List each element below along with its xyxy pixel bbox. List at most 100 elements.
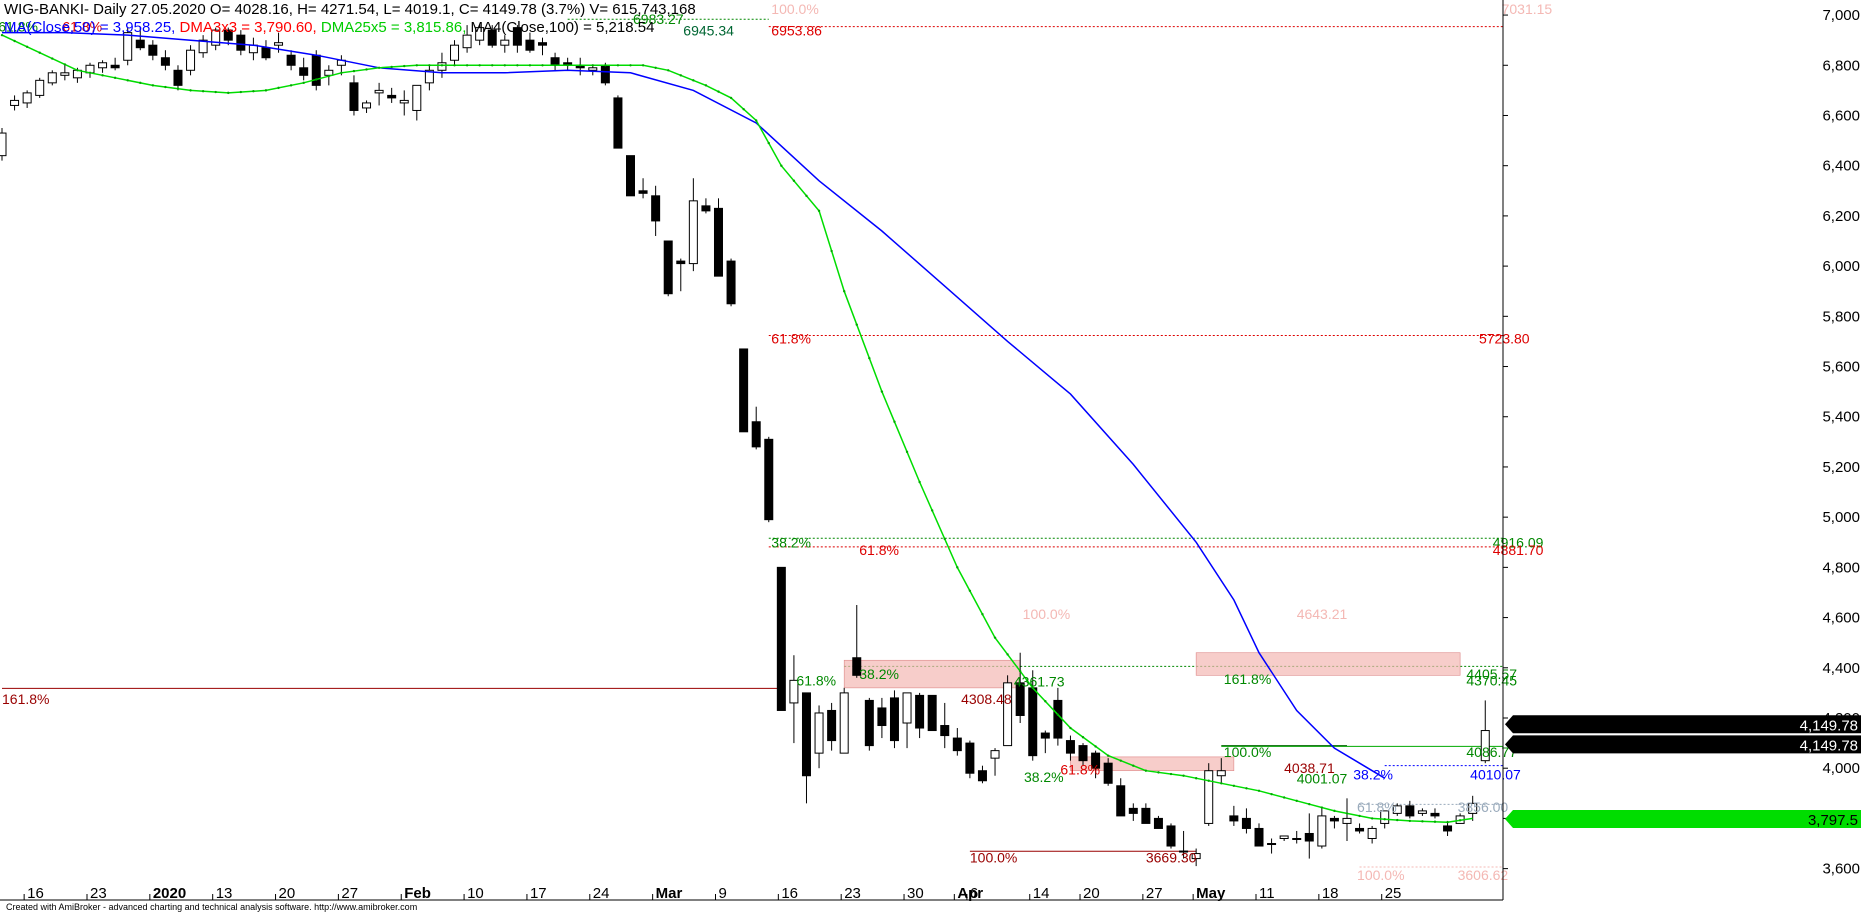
candle-90	[1128, 803, 1138, 821]
candle-body-down	[1028, 687, 1038, 757]
dma25-dot	[692, 79, 695, 82]
annotation-label: 4086.77	[1466, 744, 1517, 760]
candle-body-down	[1128, 807, 1138, 814]
candle-body-down	[236, 34, 246, 51]
candle-body-down	[952, 737, 962, 752]
indicator-1: DMA3x3 = 3,790.60,	[179, 19, 321, 36]
candle-body-up	[10, 99, 20, 106]
candle-body-down	[1053, 699, 1063, 739]
candle-body-up	[22, 92, 32, 104]
dma25-dot	[855, 323, 858, 326]
candle-112	[1405, 800, 1415, 819]
dma25-dot	[1018, 669, 1022, 673]
candle-33	[412, 84, 422, 121]
dma25-dot	[1132, 764, 1135, 767]
dma25-dot	[830, 249, 833, 253]
candle-104	[1304, 813, 1314, 859]
candle-body-up	[1392, 805, 1402, 814]
y-tick-label: 4,400	[1822, 660, 1860, 677]
x-tick-label: Feb	[404, 885, 431, 902]
candle-40	[500, 35, 510, 53]
candle-42	[525, 32, 535, 53]
candle-body-up	[1317, 815, 1327, 847]
candle-body-down	[940, 725, 950, 737]
annotation-label: 6945.34	[683, 23, 734, 39]
candle-80	[1003, 675, 1013, 747]
candle-114	[1430, 808, 1440, 819]
dma25-dot	[629, 64, 632, 67]
dma25-dot	[968, 589, 972, 592]
dma25-dot	[13, 39, 16, 43]
annotation-label: 61.8%	[62, 18, 102, 34]
candle-20	[248, 37, 258, 61]
dma25-dot	[1144, 769, 1148, 772]
dma25-dot	[817, 209, 821, 213]
candle-115	[1443, 820, 1453, 836]
candle-body-down	[776, 566, 786, 711]
annotation-label: 4405.57	[1466, 666, 1517, 682]
candle-body-down	[387, 94, 397, 99]
dma25-dot	[1446, 820, 1449, 824]
dma25-dot	[1220, 782, 1223, 785]
candle-18	[223, 27, 233, 46]
x-tick-label: 18	[1322, 885, 1339, 902]
candle-body-up	[362, 102, 372, 109]
price-tags: 4,149.78 4,149.78 3,797.5	[1505, 715, 1861, 829]
dma25-dot	[1081, 736, 1085, 739]
candle-body-down	[701, 205, 711, 212]
annotation-label: 3856.00	[1458, 799, 1509, 815]
dma25-dot	[25, 45, 29, 49]
candle-43	[538, 37, 548, 56]
candle-57	[713, 198, 723, 277]
candle-51	[638, 178, 648, 199]
candle-32	[399, 90, 409, 116]
dma25-dot	[365, 68, 368, 71]
dma25-dot	[654, 66, 657, 69]
candle-body-down	[1304, 832, 1314, 842]
candle-3	[35, 77, 45, 98]
candle-73	[915, 692, 925, 739]
price-candles	[0, 25, 1490, 867]
candle-8	[98, 60, 108, 73]
dma25-dot	[1169, 772, 1173, 776]
dma25-dot	[88, 71, 92, 75]
candle-49	[613, 95, 623, 149]
annotation-label: 100.0%	[1023, 606, 1070, 622]
dma25-dot	[189, 89, 192, 92]
dma25-dot	[377, 66, 381, 69]
indicator-2: DMA25x5 = 3,815.86,	[320, 19, 471, 36]
annotation-label: 100.0%	[1357, 867, 1404, 883]
dma25-dot	[1308, 802, 1311, 806]
dma25-dot	[214, 90, 217, 94]
candle-body-down	[223, 29, 233, 41]
dma25-dot	[1421, 820, 1424, 823]
candle-16	[198, 35, 208, 58]
dma25-dot	[327, 74, 331, 78]
x-tick-label: 20	[1083, 885, 1100, 902]
dma25-dot	[1245, 787, 1248, 790]
dma25-dot	[1157, 771, 1160, 774]
dma25-dot	[76, 69, 79, 72]
dma25-dot	[553, 64, 557, 67]
candle-28	[349, 75, 359, 116]
candle-59	[739, 348, 749, 433]
candle-66	[827, 702, 837, 751]
candle-78	[977, 765, 987, 784]
dma25-dot	[918, 480, 921, 484]
y-tick-label: 5,000	[1822, 509, 1860, 526]
x-tick-label: 14	[1033, 885, 1050, 902]
candle-50	[626, 155, 635, 197]
candle-body-down	[852, 657, 862, 676]
dma25-dot	[1069, 726, 1072, 730]
candle-body-down	[600, 64, 610, 84]
candle-61	[764, 436, 774, 523]
candle-46	[575, 57, 585, 76]
candle-86	[1078, 743, 1088, 766]
candle-body-down	[1405, 805, 1415, 817]
candle-body-down	[915, 694, 925, 729]
dma25-dot	[277, 86, 280, 90]
x-tick-label: 13	[216, 885, 233, 902]
candle-body-down	[538, 42, 548, 46]
candle-17	[211, 27, 221, 51]
